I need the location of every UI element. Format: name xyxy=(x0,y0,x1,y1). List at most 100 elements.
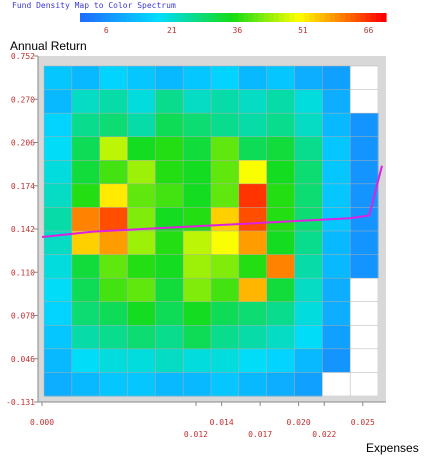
legend-segment xyxy=(161,13,168,22)
heatmap-cell xyxy=(44,113,73,138)
heatmap-cell xyxy=(266,66,295,91)
heatmap-cell xyxy=(183,301,212,326)
legend-segment xyxy=(253,13,260,22)
heatmap-cell xyxy=(183,207,212,232)
legend-segment xyxy=(294,13,300,22)
heatmap-cell xyxy=(71,183,101,208)
legend-segment xyxy=(345,13,351,22)
legend-segment xyxy=(110,13,117,22)
legend-segment xyxy=(233,13,239,22)
y-tick-label: 0.206 xyxy=(11,139,35,148)
heatmap-cell xyxy=(127,254,156,279)
x-tick-label: 0.017 xyxy=(248,430,272,439)
heatmap-cell xyxy=(71,89,101,114)
legend-segment xyxy=(284,13,290,22)
heatmap-cell xyxy=(294,325,323,350)
heatmap-cell xyxy=(127,89,156,114)
heatmap-cell xyxy=(99,348,128,373)
heatmap-cell xyxy=(350,231,379,256)
legend-segment xyxy=(187,13,193,22)
heatmap-cell xyxy=(127,183,156,208)
legend-segment xyxy=(360,13,367,22)
heatmap-cell xyxy=(155,113,184,138)
heatmap-cell xyxy=(99,301,128,326)
heatmap-cell xyxy=(44,325,73,350)
heatmap-cell xyxy=(211,89,240,114)
heatmap-cell xyxy=(294,160,323,185)
heatmap-cell xyxy=(71,231,101,256)
heatmap-cell xyxy=(183,89,212,114)
overlay-line xyxy=(41,165,383,238)
heatmap-cell xyxy=(350,136,379,161)
heatmap-cell xyxy=(155,136,184,161)
heatmap-cell xyxy=(99,254,128,279)
heatmap-cell xyxy=(155,160,184,185)
heatmap-cell xyxy=(99,325,128,350)
legend-segment xyxy=(355,13,362,22)
heatmap-cell xyxy=(99,136,128,161)
legend-segment xyxy=(258,13,265,22)
heatmap-cell xyxy=(322,348,351,373)
x-axis: 0.000 0.014 0.020 0.025 0.012 0.017 0.022 xyxy=(30,401,386,439)
x-tick-label: 0.025 xyxy=(351,418,375,427)
heatmap-cell xyxy=(99,278,128,303)
heatmap-cell xyxy=(238,160,268,185)
heatmap-cell xyxy=(99,207,128,232)
legend-tick-label: 6 xyxy=(104,26,109,35)
heatmap-cell xyxy=(350,348,379,373)
heatmap-cell xyxy=(266,160,295,185)
legend-segment xyxy=(197,13,203,22)
heatmap-cell xyxy=(183,160,212,185)
legend-segment xyxy=(289,13,295,22)
heatmap-cell xyxy=(99,183,128,208)
legend-segment xyxy=(85,13,91,22)
heatmap-cell xyxy=(99,231,128,256)
heatmap-cell xyxy=(127,66,156,91)
heatmap-cell xyxy=(211,160,240,185)
legend-segment xyxy=(217,13,224,22)
heatmap-cell xyxy=(211,113,240,138)
legend-tick-label: 66 xyxy=(364,26,374,35)
heatmap-cell xyxy=(71,160,101,185)
legend-segment xyxy=(304,13,311,22)
heatmap-cell xyxy=(127,372,156,397)
heatmap-cell xyxy=(350,207,379,232)
legend-segment xyxy=(192,13,198,22)
heatmap-cell xyxy=(238,136,268,161)
x-axis-title: Expenses xyxy=(366,441,419,455)
heatmap-cell xyxy=(350,301,379,326)
heatmap-cell xyxy=(155,278,184,303)
heatmap-cell xyxy=(44,183,73,208)
x-tick-label: 0.014 xyxy=(210,418,234,427)
legend-segment xyxy=(146,13,152,22)
heatmap-cell xyxy=(322,278,351,303)
heatmap-cell xyxy=(350,278,379,303)
heatmap-cell xyxy=(155,254,184,279)
heatmap-cell xyxy=(44,89,73,114)
y-axis-title: Annual Return xyxy=(10,39,87,53)
legend-tick-label: 36 xyxy=(233,26,243,35)
heatmap-cell xyxy=(155,301,184,326)
legend-segment xyxy=(370,13,377,22)
heatmap-cell xyxy=(71,325,101,350)
heatmap-cell xyxy=(183,113,212,138)
heatmap-cell xyxy=(350,113,379,138)
legend-segment xyxy=(263,13,270,22)
heatmap-cell xyxy=(350,254,379,279)
heatmap-cell xyxy=(294,89,323,114)
y-tick-label: 0.270 xyxy=(11,95,35,104)
legend-segment xyxy=(222,13,229,22)
heatmap-cell xyxy=(322,231,351,256)
heatmap-cell xyxy=(266,136,295,161)
heatmap-cell xyxy=(238,66,268,91)
heatmap-cell xyxy=(127,136,156,161)
heatmap-cell xyxy=(238,89,268,114)
heatmap-cell xyxy=(322,301,351,326)
legend-segment xyxy=(365,13,372,22)
legend-segment xyxy=(141,13,147,22)
legend-segment xyxy=(268,13,275,22)
heatmap-cell xyxy=(71,372,101,397)
heatmap-cell xyxy=(183,66,212,91)
heatmap-cell xyxy=(44,348,73,373)
legend-segment xyxy=(212,13,219,22)
